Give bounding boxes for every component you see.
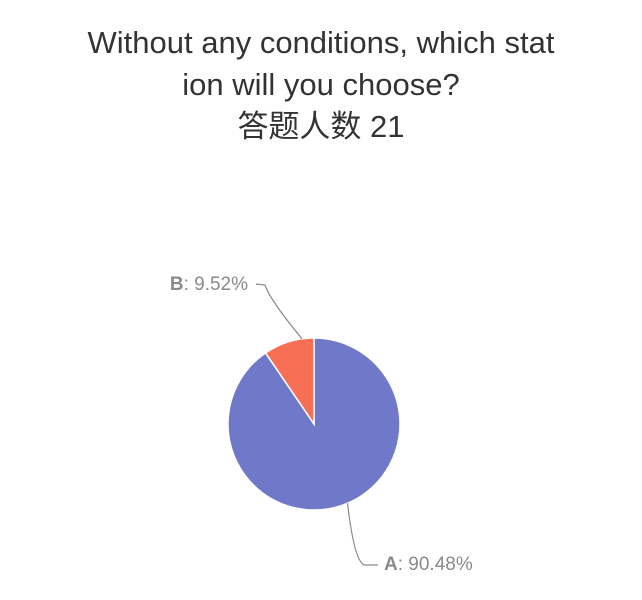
slice-labels: A: 90.48% B: 9.52% — [170, 274, 473, 575]
slice-label-category: B — [170, 274, 184, 295]
chart-title: Without any conditions, which stat ion w… — [0, 22, 642, 148]
chart-title-line-1: Without any conditions, which stat — [87, 25, 555, 60]
connector-a — [346, 503, 378, 566]
chart-title-line-2: ion will you choose? — [182, 67, 460, 102]
slice-label-b: B: 9.52% — [170, 274, 248, 295]
slice-label-separator: : — [184, 274, 195, 295]
label-connectors — [255, 283, 378, 566]
chart-title-line-3: 答题人数 21 — [237, 109, 405, 144]
slice-label-value: 9.52% — [194, 274, 248, 295]
connector-b — [255, 283, 303, 340]
slice-label-category: A — [384, 554, 398, 575]
slice-label-separator: : — [398, 554, 409, 575]
pie-slice-b[interactable] — [264, 337, 315, 427]
pie-slices — [227, 337, 401, 511]
slice-label-a: A: 90.48% — [384, 554, 473, 575]
slice-label-value: 90.48% — [408, 554, 473, 575]
